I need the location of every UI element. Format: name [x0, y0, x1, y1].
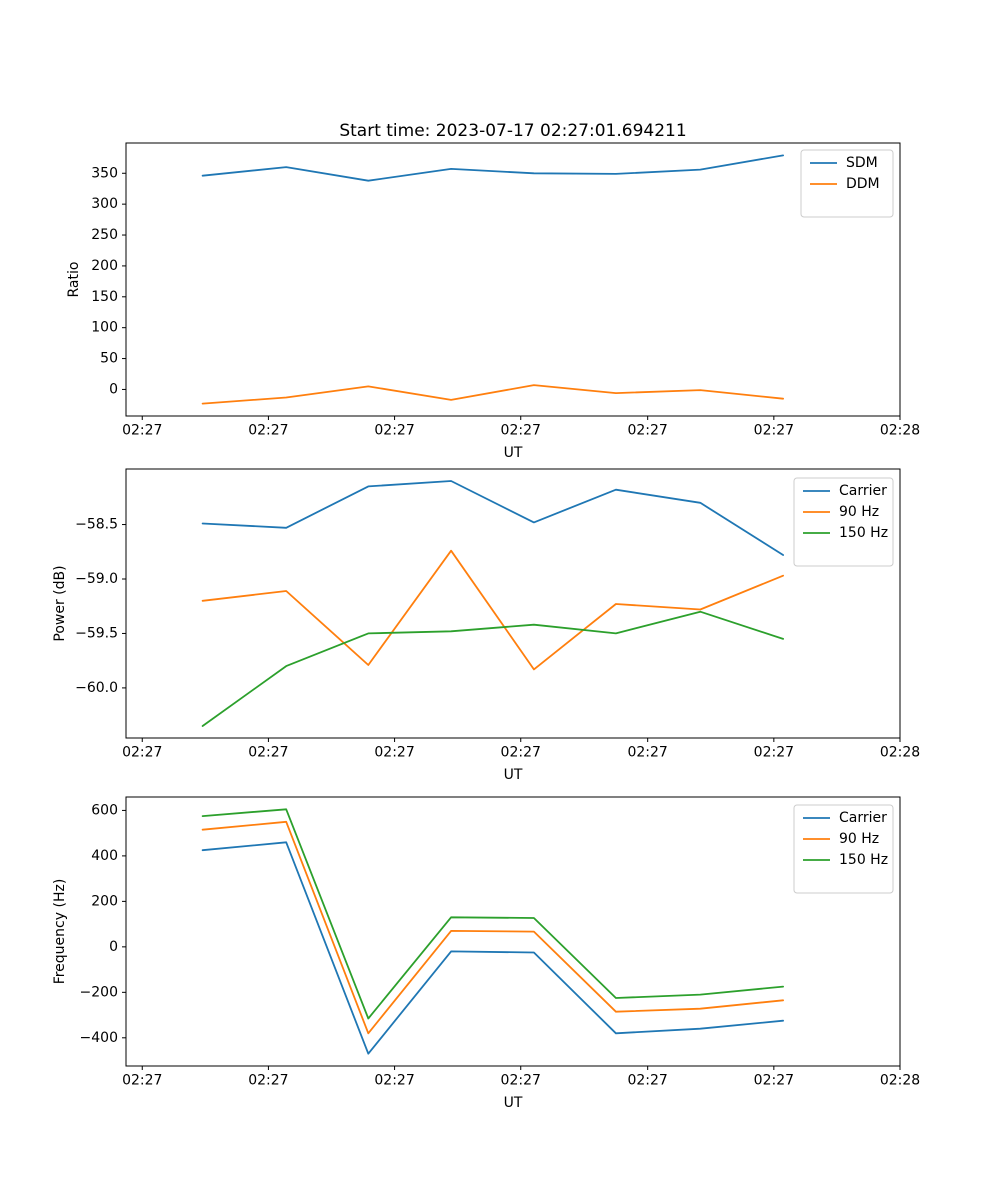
y-axis-tick-label: 400 [91, 848, 118, 864]
y-axis-label: Power (dB) [52, 565, 68, 641]
x-axis-tick-label: 02:27 [122, 1073, 162, 1089]
legend-box [800, 149, 894, 218]
x-axis-tick-label: 02:27 [501, 423, 541, 439]
legend-label: SDM [846, 155, 878, 171]
y-axis-tick-label: 350 [91, 165, 118, 181]
legend-label: DDM [846, 176, 880, 192]
y-axis-tick-label: 300 [91, 196, 118, 212]
y-axis-tick-label: 0 [109, 939, 118, 955]
series-line-150-hz [201, 808, 784, 1020]
legend-box [793, 477, 894, 567]
series-line-90-hz [201, 820, 784, 1035]
subplot-2: 02:27 02:27 02:27 02:27 02:27 02:27 02:28 600 40… [52, 796, 920, 1111]
x-axis-tick-label: 02:27 [122, 745, 162, 761]
x-axis-tick-label: 02:27 [754, 1073, 794, 1089]
y-axis-tick-label: −59.0 [75, 571, 118, 587]
y-axis-tick-label: 0 [109, 381, 118, 397]
x-axis-tick-label: 02:27 [754, 745, 794, 761]
x-axis-tick-label: 02:27 [248, 423, 288, 439]
legend-label: 150 Hz [839, 852, 888, 868]
legend-label: 150 Hz [839, 525, 888, 541]
series-line-ddm [201, 384, 784, 405]
y-axis-tick-label: 150 [91, 289, 118, 305]
legend-label: Carrier [839, 810, 887, 826]
y-axis-tick-label: 200 [91, 258, 118, 274]
x-axis-label: UT [504, 1095, 523, 1111]
x-axis-label: UT [504, 445, 523, 461]
legend: SDM DDM [800, 149, 894, 218]
axes-spines [125, 796, 901, 1067]
y-axis-tick-label: −200 [80, 984, 118, 1000]
y-axis-tick-label: −400 [80, 1030, 118, 1046]
chart-title: Start time: 2023-07-17 02:27:01.694211 [339, 121, 687, 141]
series-line-carrier [201, 480, 784, 556]
y-axis-tick-label: 100 [91, 320, 118, 336]
y-axis-label: Ratio [66, 262, 82, 298]
x-axis-tick-label: 02:27 [627, 1073, 667, 1089]
series-line-sdm [201, 154, 784, 182]
y-axis-tick-label: −58.5 [75, 517, 118, 533]
x-axis-tick-label: 02:27 [754, 423, 794, 439]
x-axis-tick-label: 02:27 [627, 745, 667, 761]
series-line-90-hz [201, 549, 784, 671]
x-axis-tick-label: 02:27 [248, 1073, 288, 1089]
y-axis-tick-label: −59.5 [75, 625, 118, 641]
series-line-150-hz [201, 610, 784, 727]
x-axis-label: UT [504, 767, 523, 783]
y-axis-tick-label: 200 [91, 893, 118, 909]
y-axis-tick-label: 250 [91, 227, 118, 243]
x-axis-tick-label: 02:28 [880, 1073, 920, 1089]
y-axis-label: Frequency (Hz) [52, 879, 68, 985]
axes-spines [125, 142, 901, 417]
y-axis-tick-label: 600 [91, 802, 118, 818]
x-axis-tick-label: 02:27 [374, 1073, 414, 1089]
y-axis-tick-label: −60.0 [75, 680, 118, 696]
x-axis-tick-label: 02:27 [248, 745, 288, 761]
x-axis-tick-label: 02:27 [627, 423, 667, 439]
x-axis-tick-label: 02:27 [374, 423, 414, 439]
legend-label: Carrier [839, 483, 887, 499]
subplot-0: 02:27 02:27 02:27 02:27 02:27 02:27 02:28 0 50 10… [66, 142, 920, 461]
x-axis-tick-label: 02:27 [501, 745, 541, 761]
x-axis-tick-label: 02:27 [501, 1073, 541, 1089]
legend-label: 90 Hz [839, 504, 879, 520]
subplot-1: 02:27 02:27 02:27 02:27 02:27 02:27 02:28 −58.5… [52, 468, 920, 783]
legend: Carrier 90 Hz 150 Hz [793, 477, 894, 567]
x-axis-tick-label: 02:27 [374, 745, 414, 761]
legend-box [793, 804, 894, 894]
x-axis-tick-label: 02:27 [122, 423, 162, 439]
x-axis-tick-label: 02:28 [880, 423, 920, 439]
legend: Carrier 90 Hz 150 Hz [793, 804, 894, 894]
axes-spines [125, 468, 901, 739]
legend-label: 90 Hz [839, 831, 879, 847]
series-line-carrier [201, 841, 784, 1055]
x-axis-tick-label: 02:28 [880, 745, 920, 761]
y-axis-tick-label: 50 [100, 351, 118, 367]
